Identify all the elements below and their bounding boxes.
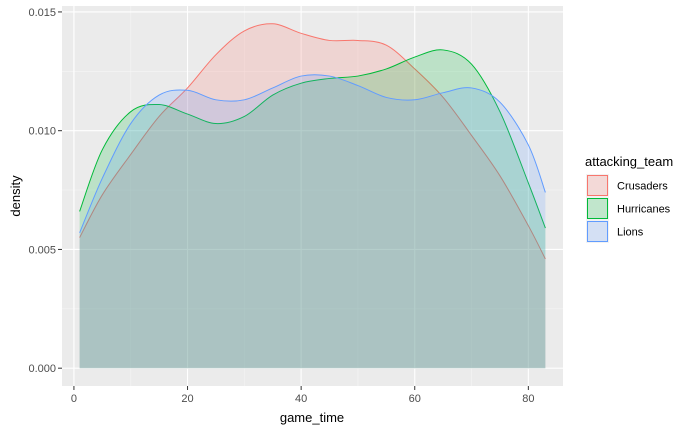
legend-label-hurricanes: Hurricanes [617,204,671,216]
plot-panel [62,6,563,386]
density-line-hurricanes [79,49,546,229]
legend-label-crusaders: Crusaders [617,181,668,193]
legend-swatch-lions [587,221,608,242]
density-area-hurricanes [79,49,546,369]
x-tick-label: 0 [71,393,77,405]
y-tick-label: 0.005 [28,244,56,256]
x-tick-label: 80 [522,393,534,405]
density-line-crusaders [79,23,546,260]
x-tick-label: 40 [295,393,307,405]
legend: attacking_team Crusaders Hurricanes Lions [585,154,673,243]
legend-swatch-crusaders [587,175,608,196]
legend-key-bg [586,174,609,197]
x-tick-label: 60 [409,393,421,405]
legend-label-lions: Lions [617,227,644,239]
legend-key-bg [586,220,609,243]
y-tick-label: 0.000 [28,363,56,375]
y-axis: 0.000 0.005 0.010 0.015 [28,7,62,375]
density-area-crusaders [79,23,546,369]
x-axis: 0 20 40 60 80 [71,386,534,405]
density-areas [79,23,546,369]
x-axis-title: game_time [280,410,344,425]
y-tick-label: 0.010 [28,126,56,138]
x-tick-label: 20 [181,393,193,405]
legend-key-bg [586,197,609,220]
grid-minor [62,6,563,386]
legend-title: attacking_team [585,154,673,169]
density-line-lions [79,74,546,234]
y-tick-label: 0.015 [28,7,56,19]
grid-major [62,6,563,386]
y-axis-title: density [8,175,23,217]
legend-swatch-hurricanes [587,198,608,219]
density-area-lions [79,74,546,369]
